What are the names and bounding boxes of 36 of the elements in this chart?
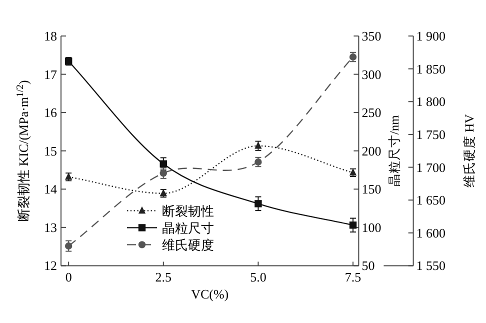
y-tick-label: 13: [44, 220, 57, 235]
y3-tick-label: 1 900: [416, 28, 446, 44]
y3-tick-label: 1 650: [416, 192, 446, 208]
y3-tick-label: 1 750: [416, 126, 446, 142]
y3-tick-label: 1 550: [416, 258, 446, 274]
y-tick-label: 16: [44, 105, 58, 120]
y2-tick-label: 350: [362, 28, 382, 44]
y3-tick-label: 1 600: [416, 225, 446, 240]
x-axis-title: VC(%): [191, 286, 229, 302]
y2-tick-label: 250: [362, 105, 382, 120]
legend-label: 维氏硬度: [162, 238, 214, 253]
y-tick-label: 14: [44, 182, 58, 197]
point: [64, 242, 72, 250]
x-tick-label: 7.5: [344, 270, 362, 285]
y3-tick-label: 1 800: [416, 94, 446, 110]
legend-label: 晶粒尺寸: [162, 220, 214, 236]
point: [254, 142, 262, 149]
x-tick-label: 2.5: [155, 270, 172, 285]
point: [254, 200, 262, 208]
y2-tick-label: 50: [362, 258, 375, 274]
y2-tick-label: 200: [362, 143, 382, 158]
y3-tick-label: 1 700: [416, 160, 446, 175]
y-tick-label: 12: [44, 258, 57, 274]
y2-tick-label: 150: [362, 182, 382, 197]
y2-tick-label: 100: [362, 220, 382, 235]
x-tick-label: 0: [65, 270, 72, 285]
legend-label: 断裂韧性: [162, 204, 214, 219]
y-tick-label: 15: [44, 143, 57, 158]
y3-axis-title: 维氏硬度 HV: [461, 114, 476, 188]
y-tick-label: 18: [44, 28, 57, 44]
x-tick-label: 5.0: [250, 270, 266, 285]
point: [349, 222, 357, 229]
y-tick-label: 17: [44, 66, 58, 82]
y3-tick-label: 1 850: [416, 61, 446, 76]
y2-tick-label: 300: [362, 66, 382, 82]
y2-axis-title: 晶粒尺寸/nm: [388, 114, 402, 187]
